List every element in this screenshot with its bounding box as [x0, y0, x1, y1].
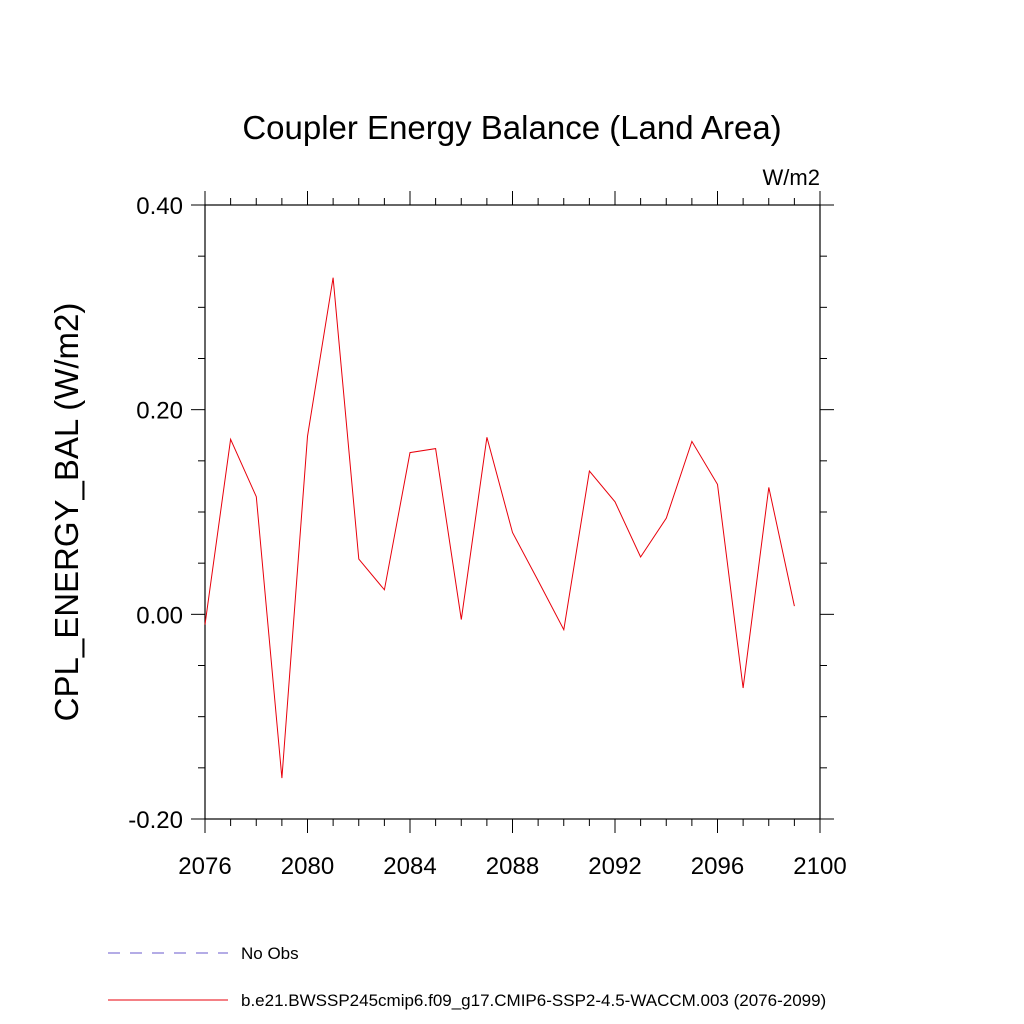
x-tick-label: 2084 — [383, 853, 436, 880]
y-axis-title: CPL_ENERGY_BAL (W/m2) — [48, 303, 85, 722]
series-line-model-run — [204, 277, 795, 779]
plot-frame — [204, 204, 821, 820]
y-tick-label: 0.40 — [136, 193, 183, 220]
series-layer — [204, 277, 795, 779]
legend: No Obs b.e21.BWSSP245cmip6.f09_g17.CMIP6… — [108, 944, 826, 1010]
x-tick-label: 2080 — [281, 853, 334, 880]
chart-title: Coupler Energy Balance (Land Area) — [242, 109, 781, 146]
x-tick-label: 2100 — [793, 853, 846, 880]
legend-label-model-run: b.e21.BWSSP245cmip6.f09_g17.CMIP6-SSP2-4… — [241, 991, 826, 1010]
x-tick-label: 2092 — [588, 853, 641, 880]
y-tick-label: -0.20 — [128, 807, 183, 834]
x-tick-label: 2076 — [178, 853, 231, 880]
x-tick-label: 2096 — [691, 853, 744, 880]
y-tick-label: 0.20 — [136, 398, 183, 425]
axis-tick-labels: -0.20 0.00 0.20 0.40 2076 2080 2084 2088 2092 209… — [128, 193, 846, 880]
axis-ticks — [191, 191, 834, 833]
y-tick-label: 0.00 — [136, 602, 183, 629]
legend-label-no-obs: No Obs — [241, 944, 299, 963]
x-tick-label: 2088 — [486, 853, 539, 880]
units-label: W/m2 — [763, 165, 820, 190]
